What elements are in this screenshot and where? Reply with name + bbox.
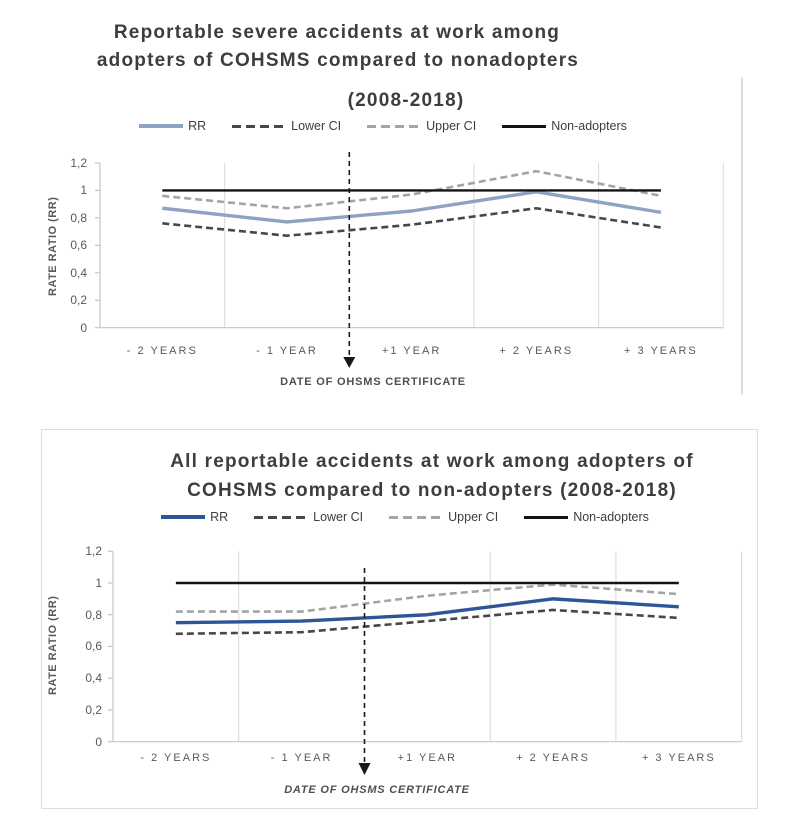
chart1-title-line3: (2008-2018) bbox=[347, 90, 465, 111]
legend-item-upper-ci: Upper CI bbox=[389, 510, 498, 524]
legend-label: RR bbox=[210, 510, 229, 524]
chart1-plot-area bbox=[95, 152, 724, 368]
chart2-plot-area bbox=[108, 550, 743, 775]
y-tick-label: 0,6 bbox=[70, 238, 87, 253]
series-line-lower-ci bbox=[175, 608, 679, 636]
chart1-x-axis-title: DATE OF OHSMS CERTIFICATE bbox=[280, 376, 466, 388]
legend-label: Upper CI bbox=[426, 119, 477, 133]
x-axis-label: + 2 YEARS bbox=[499, 345, 574, 357]
legend-item-non-adopters: Non-adopters bbox=[524, 510, 649, 524]
series-line-upper-ci bbox=[162, 169, 662, 210]
y-tick-label: 1,2 bbox=[85, 544, 102, 559]
chart1-title-line1: Reportable severe accidents at work amon… bbox=[113, 22, 561, 43]
y-tick-label: 1,2 bbox=[70, 155, 87, 170]
dashed-line-swatch bbox=[367, 124, 422, 128]
chart1-right-border bbox=[741, 77, 743, 395]
x-axis-label: + 3 YEARS bbox=[641, 752, 716, 764]
legend-label: Non-adopters bbox=[551, 119, 627, 133]
x-axis-label: + 3 YEARS bbox=[624, 345, 698, 357]
solid-line-swatch bbox=[139, 124, 184, 128]
dashed-line-swatch bbox=[389, 515, 444, 519]
x-axis-label: +1 YEAR bbox=[397, 752, 458, 764]
certificate-date-arrow-head bbox=[358, 763, 371, 775]
y-tick-label: 1 bbox=[80, 183, 87, 198]
x-axis-label: +1 YEAR bbox=[381, 345, 442, 357]
y-tick-label: 0,4 bbox=[85, 671, 102, 686]
x-axis-label: - 1 YEAR bbox=[256, 345, 318, 357]
legend-item-lower-ci: Lower CI bbox=[232, 119, 341, 133]
legend-label: Upper CI bbox=[448, 510, 499, 524]
chart2-title-line1: All reportable accidents at work among a… bbox=[170, 451, 694, 472]
legend-item-lower-ci: Lower CI bbox=[254, 510, 363, 524]
x-axis-label: - 2 YEARS bbox=[140, 752, 212, 764]
x-axis-label: + 2 YEARS bbox=[516, 752, 590, 764]
legend-item-upper-ci: Upper CI bbox=[367, 119, 476, 133]
legend-label: Lower CI bbox=[313, 510, 364, 524]
legend-label: Lower CI bbox=[291, 119, 342, 133]
chart2-title-line2: COHSMS compared to non-adopters (2008-20… bbox=[187, 480, 677, 501]
chart1-title-line2: adopters of COHSMS compared to nonadopte… bbox=[96, 50, 580, 71]
series-line-upper-ci bbox=[175, 583, 679, 613]
y-tick-label: 0 bbox=[95, 734, 102, 749]
series-line-rr bbox=[162, 190, 662, 224]
chart2-legend: RR Lower CI Upper CI Non-adopters bbox=[82, 508, 728, 526]
chart1-legend: RR Lower CI Upper CI Non-adopters bbox=[60, 117, 706, 135]
y-tick-label: 0,6 bbox=[85, 639, 102, 654]
dashed-line-swatch bbox=[254, 515, 309, 519]
solid-line-swatch bbox=[502, 124, 547, 128]
legend-item-non-adopters: Non-adopters bbox=[502, 119, 627, 133]
chart2-y-axis-title: RATE RATIO (RR) bbox=[47, 595, 59, 695]
solid-line-swatch bbox=[161, 515, 206, 519]
y-tick-label: 0,8 bbox=[85, 607, 102, 622]
solid-line-swatch bbox=[524, 515, 569, 519]
legend-label: RR bbox=[188, 119, 207, 133]
series-line-rr bbox=[175, 597, 679, 625]
x-axis-label: - 2 YEARS bbox=[126, 345, 198, 357]
legend-item-rr: RR bbox=[139, 119, 206, 133]
y-tick-label: 0,2 bbox=[85, 702, 102, 717]
y-tick-label: 0 bbox=[80, 320, 87, 335]
x-axis-label: - 1 YEAR bbox=[270, 752, 333, 764]
y-tick-label: 0,4 bbox=[70, 265, 87, 280]
legend-item-rr: RR bbox=[161, 510, 228, 524]
chart2-x-axis-title: DATE OF OHSMS CERTIFICATE bbox=[284, 784, 470, 796]
y-tick-label: 0,8 bbox=[70, 210, 87, 225]
certificate-date-arrow-head bbox=[343, 357, 356, 368]
chart2-frame bbox=[41, 429, 758, 809]
y-tick-label: 1 bbox=[95, 576, 102, 590]
y-tick-label: 0,2 bbox=[70, 293, 87, 308]
series-line-lower-ci bbox=[162, 206, 662, 238]
legend-label: Non-adopters bbox=[573, 510, 649, 524]
dashed-line-swatch bbox=[232, 124, 287, 128]
